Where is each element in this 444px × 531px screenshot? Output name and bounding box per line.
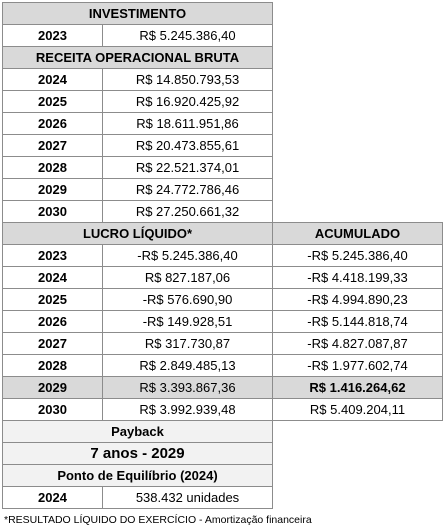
value-cell: R$ 2.849.485,13: [102, 354, 273, 377]
table-row: 2027 R$ 20.473.855,61: [2, 134, 443, 157]
accumulated-cell: R$ 5.409.204,11: [272, 398, 443, 421]
value-cell: -R$ 5.245.386,40: [102, 244, 273, 267]
value-cell: R$ 20.473.855,61: [102, 134, 273, 157]
payback-value-row: 7 anos - 2029: [2, 442, 443, 465]
year-cell: 2030: [2, 200, 103, 223]
table-row: 2025 -R$ 576.690,90 -R$ 4.994.890,23: [2, 288, 443, 311]
table-row: 2030 R$ 27.250.661,32: [2, 200, 443, 223]
units-cell: 538.432 unidades: [102, 486, 273, 509]
accumulated-cell: -R$ 4.418.199,33: [272, 266, 443, 289]
year-cell: 2027: [2, 332, 103, 355]
year-cell: 2027: [2, 134, 103, 157]
accumulated-cell: R$ 1.416.264,62: [272, 376, 443, 399]
accumulated-cell: -R$ 4.994.890,23: [272, 288, 443, 311]
payback-value: 7 anos - 2029: [2, 442, 273, 465]
equilibrio-header-row: Ponto de Equilíbrio (2024): [2, 464, 443, 487]
value-cell: R$ 5.245.386,40: [102, 24, 273, 47]
table-row: 2026 R$ 18.611.951,86: [2, 112, 443, 135]
payback-highlight-row: 2029 R$ 3.393.867,36 R$ 1.416.264,62: [2, 376, 443, 399]
table-row: 2025 R$ 16.920.425,92: [2, 90, 443, 113]
year-cell: 2025: [2, 288, 103, 311]
value-cell: R$ 27.250.661,32: [102, 200, 273, 223]
accumulated-cell: -R$ 5.144.818,74: [272, 310, 443, 333]
year-cell: 2023: [2, 244, 103, 267]
accumulated-cell: -R$ 4.827.087,87: [272, 332, 443, 355]
year-cell: 2026: [2, 310, 103, 333]
year-cell: 2024: [2, 266, 103, 289]
table-row: 2026 -R$ 149.928,51 -R$ 5.144.818,74: [2, 310, 443, 333]
receita-header: RECEITA OPERACIONAL BRUTA: [2, 46, 273, 69]
table-row: 2024 R$ 827.187,06 -R$ 4.418.199,33: [2, 266, 443, 289]
value-cell: R$ 22.521.374,01: [102, 156, 273, 179]
year-cell: 2030: [2, 398, 103, 421]
table-row: 2030 R$ 3.992.939,48 R$ 5.409.204,11: [2, 398, 443, 421]
year-cell: 2029: [2, 376, 103, 399]
value-cell: R$ 24.772.786,46: [102, 178, 273, 201]
value-cell: -R$ 149.928,51: [102, 310, 273, 333]
table-row: 2028 R$ 2.849.485,13 -R$ 1.977.602,74: [2, 354, 443, 377]
value-cell: R$ 3.393.867,36: [102, 376, 273, 399]
investimento-header-row: INVESTIMENTO: [2, 2, 443, 25]
table-row: 2024 R$ 14.850.793,53: [2, 68, 443, 91]
value-cell: R$ 18.611.951,86: [102, 112, 273, 135]
table-row: 2029 R$ 24.772.786,46: [2, 178, 443, 201]
financial-summary-table: INVESTIMENTO 2023 R$ 5.245.386,40 RECEIT…: [2, 2, 443, 509]
table-row: 2028 R$ 22.521.374,01: [2, 156, 443, 179]
lucro-header-row: LUCRO LÍQUIDO* ACUMULADO: [2, 222, 443, 245]
acumulado-header: ACUMULADO: [272, 222, 443, 245]
table-row: 2023 -R$ 5.245.386,40 -R$ 5.245.386,40: [2, 244, 443, 267]
value-cell: R$ 3.992.939,48: [102, 398, 273, 421]
value-cell: R$ 14.850.793,53: [102, 68, 273, 91]
year-cell: 2029: [2, 178, 103, 201]
accumulated-cell: -R$ 5.245.386,40: [272, 244, 443, 267]
year-cell: 2028: [2, 156, 103, 179]
value-cell: R$ 827.187,06: [102, 266, 273, 289]
investimento-header: INVESTIMENTO: [2, 2, 273, 25]
equilibrio-header: Ponto de Equilíbrio (2024): [2, 464, 273, 487]
year-cell: 2024: [2, 68, 103, 91]
year-cell: 2028: [2, 354, 103, 377]
payback-header-row: Payback: [2, 420, 443, 443]
year-cell: 2023: [2, 24, 103, 47]
payback-header: Payback: [2, 420, 273, 443]
footnote: *RESULTADO LÍQUIDO DO EXERCÍCIO - Amorti…: [4, 514, 312, 526]
value-cell: R$ 16.920.425,92: [102, 90, 273, 113]
equilibrio-row: 2024 538.432 unidades: [2, 486, 443, 509]
accumulated-cell: -R$ 1.977.602,74: [272, 354, 443, 377]
value-cell: -R$ 576.690,90: [102, 288, 273, 311]
lucro-header: LUCRO LÍQUIDO*: [2, 222, 273, 245]
investimento-row: 2023 R$ 5.245.386,40: [2, 24, 443, 47]
year-cell: 2024: [2, 486, 103, 509]
value-cell: R$ 317.730,87: [102, 332, 273, 355]
year-cell: 2026: [2, 112, 103, 135]
receita-header-row: RECEITA OPERACIONAL BRUTA: [2, 46, 443, 69]
year-cell: 2025: [2, 90, 103, 113]
table-row: 2027 R$ 317.730,87 -R$ 4.827.087,87: [2, 332, 443, 355]
